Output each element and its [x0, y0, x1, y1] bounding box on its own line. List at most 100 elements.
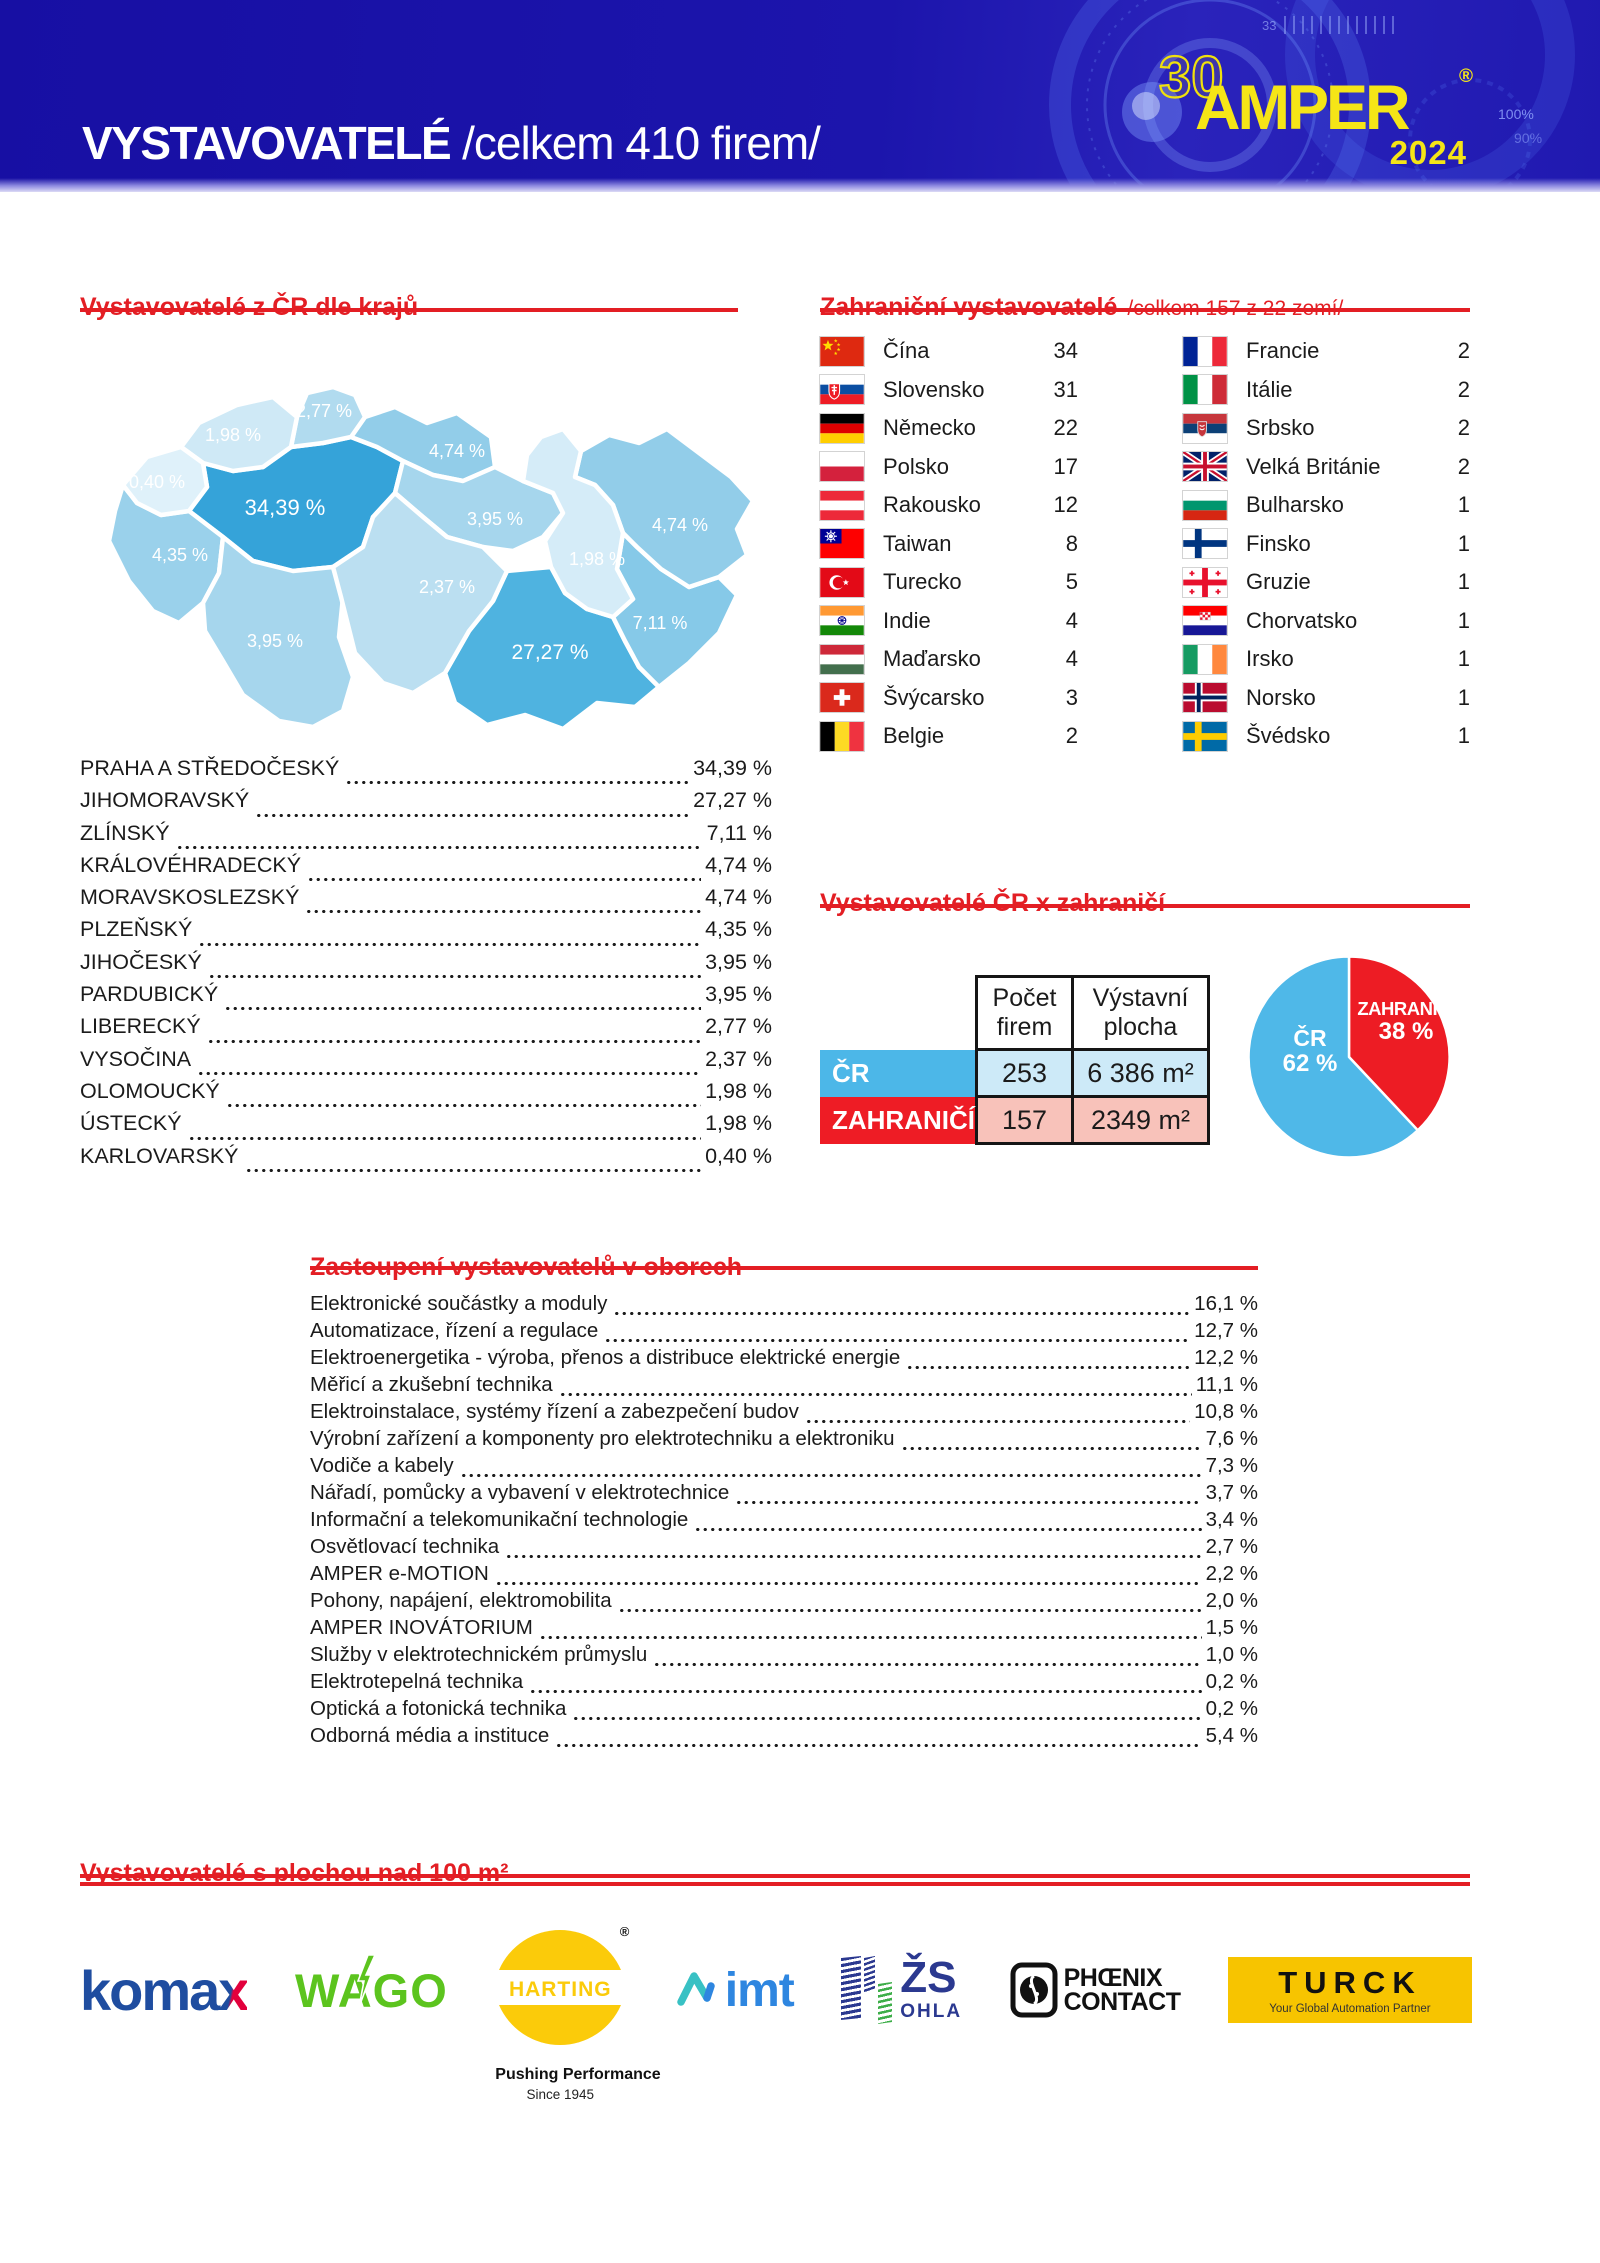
- region-row: ZLÍNSKÝ 7,11 %: [80, 821, 772, 853]
- sector-row-value: 12,7 %: [1194, 1319, 1258, 1342]
- country-name: Rakousko: [883, 492, 981, 518]
- country-list-column-1: Čína 34 Slovensko 31 Německo 22 Polsko 17 Rakous…: [820, 332, 1078, 756]
- region-row: PARDUBICKÝ 3,95 %: [80, 982, 772, 1014]
- region-row: KARLOVARSKÝ 0,40 %: [80, 1144, 772, 1176]
- country-name: Indie: [883, 607, 931, 633]
- country-list-column-2: Francie 2 Itálie 2 Srbsko 2 Velká Británie 2 Bul…: [1183, 332, 1470, 756]
- comparison-table: Počet firem Výstavní plocha ČR 253 6 386…: [820, 975, 1210, 1145]
- sector-row: AMPER e-MOTION 2,2 %: [310, 1562, 1258, 1589]
- czech-regions-choropleth-map: 34,39 % 27,27 % 7,11 % 4,74 % 4,74 % 4,35 % 3,…: [106, 385, 756, 732]
- country-name: Gruzie: [1246, 569, 1311, 595]
- country-name: Švédsko: [1246, 723, 1331, 749]
- region-row: PRAHA A STŘEDOČESKÝ 34,39 %: [80, 756, 772, 788]
- flag-icon-croatia: [1183, 606, 1227, 636]
- table-cell-zahranici-area: 2349 m²: [1071, 1095, 1210, 1145]
- region-row: JIHOMORAVSKÝ 27,27 %: [80, 788, 772, 820]
- sector-row-label: Měřicí a zkušební technika: [310, 1373, 553, 1396]
- header-gradient-strip: [0, 178, 1600, 192]
- map-region-label-jihocesky: 3,95 %: [247, 631, 303, 651]
- zs-tower-green-icon: [878, 1982, 893, 2024]
- ohla-wordmark: OHLA: [900, 2000, 963, 2022]
- dotted-leader: [505, 1555, 1202, 1558]
- sector-row: Nářadí, pomůcky a vybavení v elektrotech…: [310, 1481, 1258, 1508]
- sector-row: Vodiče a kabely 7,3 %: [310, 1454, 1258, 1481]
- sector-row: Elektronické součástky a moduly 16,1 %: [310, 1292, 1258, 1319]
- exhibitor-logos-row: komax WAGO ® HARTING Pushing Performance…: [80, 1924, 1472, 2102]
- sector-row-label: AMPER e-MOTION: [310, 1562, 489, 1585]
- table-header-vystavni-plocha: Výstavní plocha: [1071, 975, 1210, 1051]
- region-row-value: 1,98 %: [705, 1111, 772, 1136]
- country-row: Gruzie 1: [1183, 563, 1470, 602]
- imt-check-triangle-icon: [677, 1972, 715, 2006]
- country-name: Srbsko: [1246, 415, 1315, 441]
- region-row-label: PLZEŇSKÝ: [80, 917, 193, 942]
- region-row: PLZEŇSKÝ 4,35 %: [80, 917, 772, 949]
- region-row-label: PRAHA A STŘEDOČESKÝ: [80, 756, 340, 780]
- country-name: Francie: [1246, 338, 1320, 364]
- country-count: 3: [1065, 684, 1078, 710]
- map-region-label-plzensky: 4,35 %: [152, 545, 208, 565]
- country-row: Francie 2: [1183, 332, 1470, 371]
- sector-row: AMPER INOVÁTORIUM 1,5 %: [310, 1616, 1258, 1643]
- map-region-label-pardubicky: 3,95 %: [467, 509, 523, 529]
- country-name: Irsko: [1246, 646, 1294, 672]
- region-row: VYSOČINA 2,37 %: [80, 1047, 772, 1079]
- sector-row: Pohony, napájení, elektromobilita 2,0 %: [310, 1589, 1258, 1616]
- sector-row: Informační a telekomunikační technologie…: [310, 1508, 1258, 1535]
- sector-row-value: 12,2 %: [1194, 1346, 1258, 1369]
- region-row-label: JIHOMORAVSKÝ: [80, 788, 250, 813]
- sector-row: Služby v elektrotechnickém průmyslu 1,0 %: [310, 1643, 1258, 1670]
- contact-wordmark: CONTACT: [1063, 1988, 1181, 2016]
- logo-turck: TURCK Your Global Automation Partner: [1227, 1957, 1472, 2023]
- region-row: ÚSTECKÝ 1,98 %: [80, 1111, 772, 1143]
- section-title-regions: Vystavovatelé z ČR dle krajů: [80, 293, 418, 322]
- country-row: Slovensko 31: [820, 371, 1078, 410]
- region-row-value: 3,95 %: [705, 949, 772, 974]
- dotted-leader: [225, 1104, 702, 1108]
- comparison-title-underline: [820, 904, 1470, 908]
- flag-icon-finland: [1183, 529, 1227, 559]
- country-count: 1: [1457, 530, 1470, 556]
- dotted-leader: [572, 1717, 1202, 1720]
- flag-icon-norway: [1183, 683, 1227, 713]
- flag-icon-india: [820, 606, 864, 636]
- pie-slice-čr: [1247, 955, 1420, 1159]
- dotted-leader: [558, 1393, 1192, 1396]
- map-region-label-moravskoslezsky: 4,74 %: [652, 515, 708, 535]
- regions-percentage-list: PRAHA A STŘEDOČESKÝ 34,39 % JIHOMORAVSKÝ 27…: [80, 756, 772, 1176]
- regions-title-text: Vystavovatelé z ČR dle krajů: [80, 292, 419, 321]
- country-count: 2: [1457, 338, 1470, 364]
- flag-icon-italy: [1183, 375, 1227, 405]
- harting-wordmark: HARTING: [508, 1978, 612, 2001]
- country-name: Itálie: [1246, 376, 1293, 402]
- gauge-ticks-decor: 33: [1262, 16, 1395, 34]
- country-count: 8: [1065, 530, 1078, 556]
- table-row-label-zahranici: ZAHRANIČÍ: [820, 1096, 977, 1144]
- sector-row-value: 5,4 %: [1205, 1724, 1258, 1747]
- country-row: Itálie 2: [1183, 371, 1470, 410]
- pie-slice-zahraničí: [1347, 955, 1451, 1132]
- dotted-leader: [617, 1609, 1202, 1612]
- phoenix-contact-emblem-icon: [1010, 1962, 1058, 2018]
- komax-x-glyph: x: [218, 1958, 249, 2022]
- region-row: KRÁLOVÉHRADECKÝ 4,74 %: [80, 853, 772, 885]
- flag-icon-switzerland: [820, 683, 864, 713]
- sector-row-label: Elektroenergetika - výroba, přenos a dis…: [310, 1346, 901, 1369]
- map-region-label-jihomoravsky: 27,27 %: [511, 641, 588, 664]
- map-region-label-praha-stredocesky: 34,39 %: [245, 495, 326, 520]
- sector-row-value: 0,2 %: [1205, 1670, 1258, 1693]
- country-row: Maďarsko 4: [820, 640, 1078, 679]
- sector-row-value: 2,0 %: [1205, 1589, 1258, 1612]
- dotted-leader: [244, 1168, 702, 1172]
- dotted-leader: [538, 1636, 1202, 1639]
- area-title-underline-2: [80, 1882, 1470, 1886]
- sector-row-label: Automatizace, řízení a regulace: [310, 1319, 599, 1342]
- flag-icon-poland: [820, 452, 864, 482]
- harting-barrel-top-icon: [499, 1929, 622, 1970]
- sector-row-label: Odborná média a instituce: [310, 1724, 550, 1747]
- country-row: Švédsko 1: [1183, 717, 1470, 756]
- country-name: Polsko: [883, 453, 950, 479]
- dotted-leader: [207, 975, 702, 979]
- dotted-leader: [529, 1690, 1202, 1693]
- foreign-title-text: Zahraniční vystavovatelé: [820, 292, 1118, 321]
